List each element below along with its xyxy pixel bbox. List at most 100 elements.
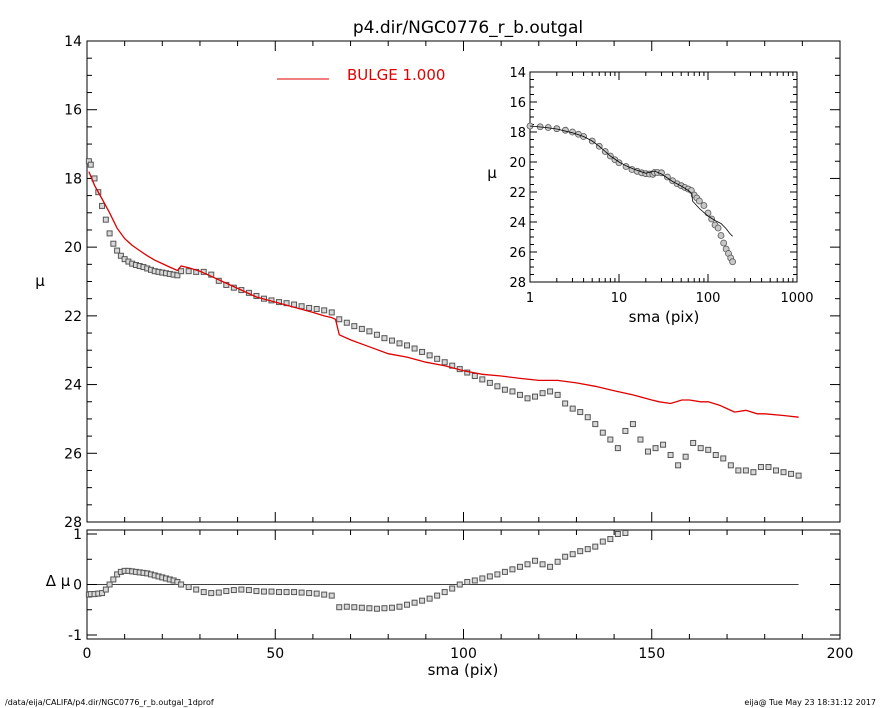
residual-data-point	[434, 592, 441, 599]
inset-data-point	[714, 224, 722, 232]
main-data-point	[735, 467, 742, 474]
residual-data-point	[562, 553, 569, 560]
residual-data-point	[268, 588, 275, 595]
main-data-point	[660, 441, 667, 448]
main-data-point	[419, 348, 426, 355]
main-data-point	[637, 436, 644, 443]
main-ytick-label: 16	[64, 103, 82, 119]
residual-data-point	[396, 603, 403, 610]
main-data-point	[185, 268, 192, 275]
inset-xlabel: sma (pix)	[629, 308, 700, 326]
inset-data-point	[720, 239, 728, 247]
residual-data-point	[554, 558, 561, 565]
main-data-point	[494, 383, 501, 390]
residual-data-point	[569, 551, 576, 558]
residual-data-point	[547, 563, 554, 570]
inset-ytick-label: 22	[509, 186, 526, 201]
main-data-point	[516, 391, 523, 398]
residual-data-point	[464, 578, 471, 585]
main-ytick-label: 18	[64, 171, 82, 187]
main-data-point	[599, 429, 606, 436]
main-data-point	[667, 452, 674, 459]
residual-data-point	[238, 586, 245, 593]
main-data-point	[336, 316, 343, 323]
main-ylabel: μ	[35, 272, 45, 290]
inset-panel: 14 16 18 20 22 24 26 281 10 100 1000 μ sma (pix)	[487, 66, 813, 326]
main-data-point	[750, 469, 757, 476]
xtick-label: 150	[638, 646, 665, 662]
residual-ytick-label: 0	[73, 578, 82, 594]
residual-data-point	[336, 604, 343, 611]
main-ytick-label: 28	[64, 515, 82, 531]
main-data-point	[675, 462, 682, 469]
main-data-point	[712, 452, 719, 459]
main-data-point	[99, 202, 106, 209]
inset-xtick-label: 1	[526, 291, 534, 306]
xtick-label: 200	[827, 646, 854, 662]
residual-ylabel: Δ μ	[46, 572, 71, 590]
residual-data-point	[592, 543, 599, 550]
inset-ytick-label: 28	[509, 276, 526, 291]
inset-data-point	[717, 232, 725, 239]
residual-data-point	[471, 577, 478, 584]
residual-data-point	[607, 536, 614, 543]
main-data-point	[441, 359, 448, 366]
main-data-point	[298, 303, 305, 310]
footer-path: /data/eija/CALIFA/p4.dir/NGC0776_r_b.out…	[5, 698, 214, 707]
inset-data-point	[695, 197, 703, 205]
main-ticks	[86, 40, 841, 523]
main-data-point	[539, 390, 546, 397]
main-data-point	[388, 337, 395, 344]
residual-data-point	[373, 605, 380, 612]
residual-data-point	[449, 585, 456, 592]
residual-data-point	[223, 588, 230, 595]
main-data-point	[358, 325, 365, 332]
residual-data-series	[85, 529, 629, 612]
residual-data-point	[358, 604, 365, 611]
main-data-point	[705, 446, 712, 453]
residual-data-point	[524, 561, 531, 568]
main-data-series	[85, 158, 802, 479]
main-data-point	[411, 345, 418, 352]
residual-data-point	[185, 584, 192, 591]
main-data-point	[577, 409, 584, 416]
residual-ytick-label: -1	[68, 628, 82, 644]
residual-data-point	[328, 592, 335, 599]
main-data-point	[720, 455, 727, 462]
inset-ytick-label: 18	[509, 126, 526, 141]
residual-data-point	[298, 589, 305, 596]
residual-data-point	[102, 586, 109, 593]
main-data-point	[682, 453, 689, 460]
residual-data-point	[178, 581, 185, 588]
residual-data-point	[501, 568, 508, 575]
main-data-point	[690, 439, 697, 446]
inset-data-point	[664, 173, 671, 181]
residual-ytick-label: 1	[73, 527, 82, 543]
main-data-point	[102, 216, 109, 223]
residual-data-point	[577, 548, 584, 555]
inset-background	[530, 72, 797, 282]
legend-label: BULGE 1.000	[347, 66, 445, 84]
inset-ylabel: μ	[487, 164, 497, 182]
residual-panel: 10-1 Δ μ 0 50 100 150 200 sma (pix)	[46, 527, 854, 679]
main-data-point	[486, 379, 493, 386]
main-ytick-label: 24	[64, 378, 82, 394]
inset-xtick-label: 100	[696, 291, 721, 306]
main-data-point	[87, 161, 94, 168]
residual-ytick-labels: 1 0 -1	[68, 527, 82, 644]
main-model-line	[88, 171, 799, 418]
residual-data-point	[230, 587, 237, 594]
inset-ytick-label: 14	[509, 66, 526, 81]
main-data-point	[644, 448, 651, 455]
main-data-point	[795, 472, 802, 479]
residual-data-point	[321, 591, 328, 598]
residual-data-point	[245, 587, 252, 594]
main-data-point	[727, 462, 734, 469]
residual-data-point	[366, 605, 373, 612]
inset-data-point	[729, 258, 737, 266]
main-data-point	[306, 304, 313, 311]
main-data-point	[321, 307, 328, 314]
main-data-point	[584, 414, 591, 421]
residual-data-point	[313, 590, 320, 597]
main-data-point	[772, 467, 779, 474]
